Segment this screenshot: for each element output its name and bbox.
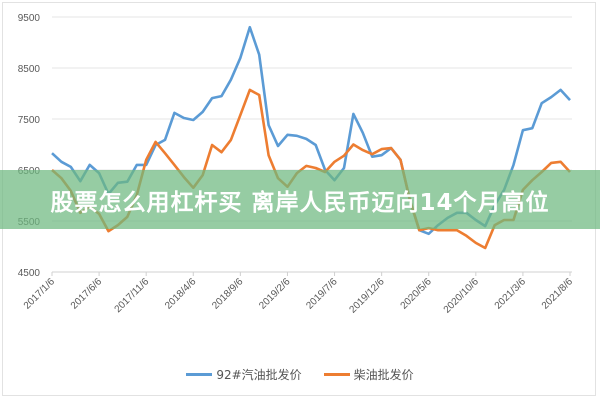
y-tick-label: 7500: [18, 115, 41, 126]
headline-text: 股票怎么用杠杆买 离岸人民币迈向14个月高位: [50, 189, 550, 216]
x-tick-label: 2021/8/6: [540, 276, 576, 312]
x-tick-label: 2020/5/6: [399, 276, 435, 312]
x-tick-label: 2019/12/6: [348, 276, 388, 316]
x-tick-label: 2021/3/6: [493, 276, 529, 312]
legend-item-gasoline: 92#汽油批发价: [186, 366, 302, 383]
x-tick-label: 2019/2/6: [257, 276, 293, 312]
legend-label-diesel: 柴油批发价: [353, 368, 414, 382]
legend-swatch-gasoline: [186, 373, 213, 376]
x-tick-label: 2020/10/6: [442, 276, 482, 316]
x-tick-label: 2017/11/6: [113, 276, 152, 315]
legend-label-gasoline: 92#汽油批发价: [216, 368, 302, 382]
x-tick-label: 2018/4/6: [163, 276, 199, 312]
x-tick-label: 2017/1/6: [22, 276, 58, 312]
legend-item-diesel: 柴油批发价: [323, 366, 414, 383]
legend: 92#汽油批发价 柴油批发价: [0, 366, 600, 383]
x-tick-label: 2018/9/6: [210, 276, 246, 312]
legend-swatch-diesel: [323, 373, 350, 376]
headline-banner[interactable]: 股票怎么用杠杆买 离岸人民币迈向14个月高位: [0, 170, 600, 229]
x-tick-label: 2017/6/6: [69, 276, 105, 312]
y-tick-label: 8500: [18, 64, 41, 75]
y-tick-label: 9500: [18, 13, 41, 24]
x-tick-label: 2019/7/6: [304, 276, 340, 312]
y-tick-label: 4500: [18, 268, 41, 279]
